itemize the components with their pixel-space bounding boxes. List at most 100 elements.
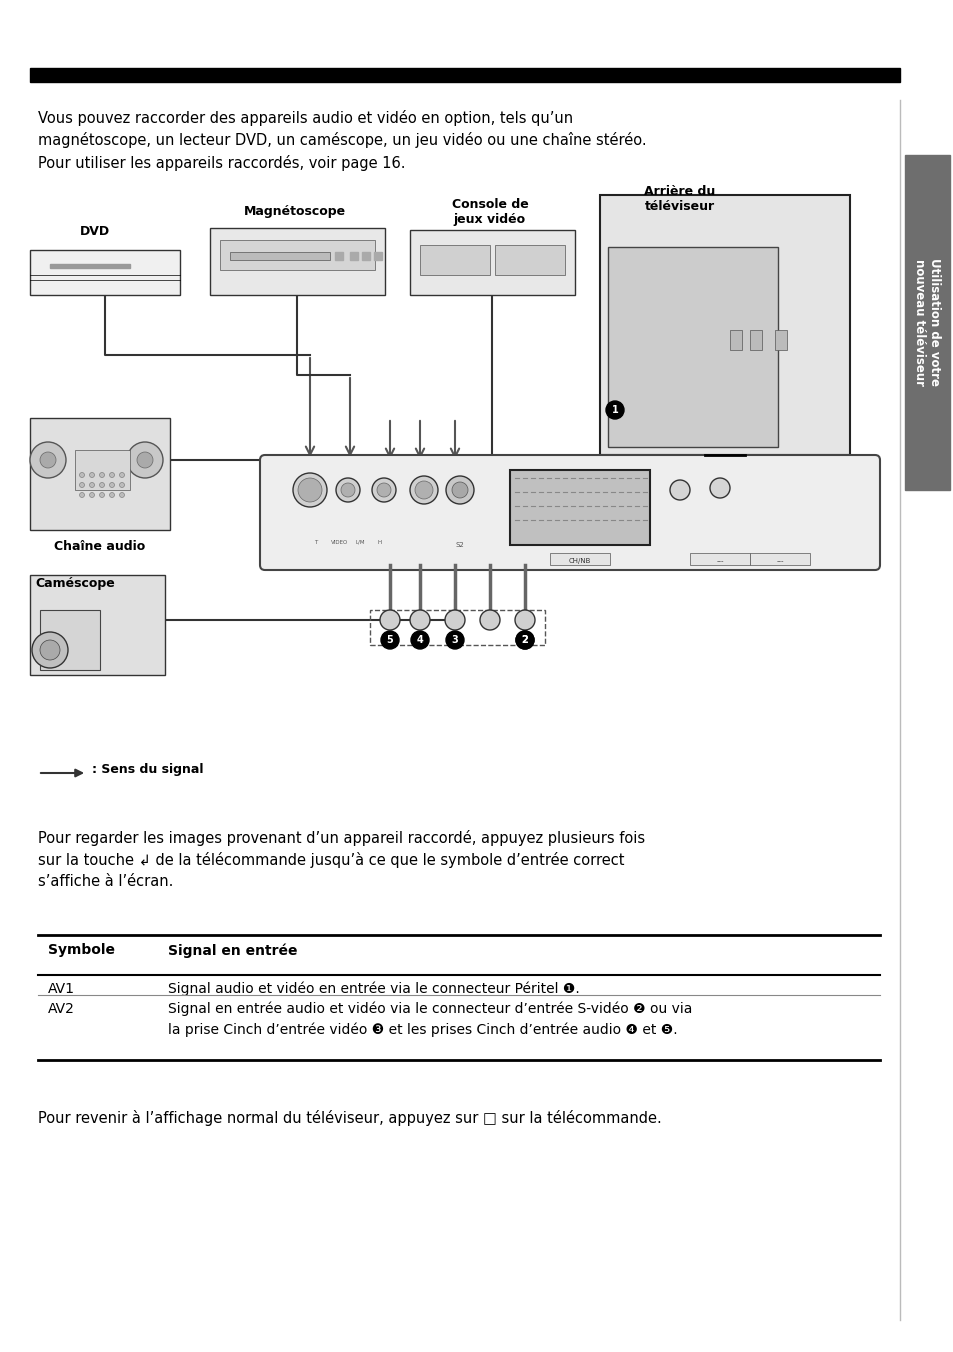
Text: Chaîne audio: Chaîne audio xyxy=(54,539,146,553)
Circle shape xyxy=(32,631,68,668)
Circle shape xyxy=(340,483,355,498)
Text: : Sens du signal: : Sens du signal xyxy=(91,764,203,776)
Bar xyxy=(607,247,778,448)
Bar xyxy=(361,251,370,260)
Circle shape xyxy=(380,631,398,649)
Bar xyxy=(410,230,575,295)
Circle shape xyxy=(379,610,399,630)
Bar xyxy=(30,575,165,675)
Circle shape xyxy=(127,442,163,479)
Text: S2: S2 xyxy=(456,542,464,548)
Circle shape xyxy=(410,610,430,630)
Circle shape xyxy=(119,483,125,488)
Bar xyxy=(904,155,949,489)
Circle shape xyxy=(99,472,105,477)
Circle shape xyxy=(444,610,464,630)
Bar xyxy=(774,330,786,350)
Text: Signal en entrée: Signal en entrée xyxy=(168,942,297,957)
Text: VIDEO: VIDEO xyxy=(331,539,348,545)
Text: DVD: DVD xyxy=(80,224,110,238)
Circle shape xyxy=(40,639,60,660)
Text: Magnétoscope: Magnétoscope xyxy=(244,206,346,218)
Text: Vous pouvez raccorder des appareils audio et vidéo en option, tels qu’un
magnéto: Vous pouvez raccorder des appareils audi… xyxy=(38,110,646,170)
Text: ---: --- xyxy=(776,558,783,564)
Bar xyxy=(50,264,130,268)
Circle shape xyxy=(119,472,125,477)
Bar xyxy=(374,251,381,260)
Circle shape xyxy=(40,452,56,468)
Bar xyxy=(30,250,180,295)
Circle shape xyxy=(30,442,66,479)
Circle shape xyxy=(90,483,94,488)
Circle shape xyxy=(372,479,395,502)
Text: 4: 4 xyxy=(416,635,423,645)
Text: H: H xyxy=(377,539,381,545)
Bar xyxy=(210,228,385,295)
Text: AV1: AV1 xyxy=(48,982,75,996)
Circle shape xyxy=(452,483,468,498)
Circle shape xyxy=(335,479,359,502)
Circle shape xyxy=(516,631,534,649)
Text: 1: 1 xyxy=(611,406,618,415)
Circle shape xyxy=(90,472,94,477)
Text: T: T xyxy=(314,539,317,545)
FancyBboxPatch shape xyxy=(260,456,879,571)
Text: Console de
jeux vidéo: Console de jeux vidéo xyxy=(451,197,528,226)
Bar xyxy=(599,195,849,456)
Circle shape xyxy=(79,483,85,488)
Bar xyxy=(729,330,741,350)
Circle shape xyxy=(415,481,433,499)
Text: 2: 2 xyxy=(521,635,528,645)
Circle shape xyxy=(516,631,534,649)
Circle shape xyxy=(669,480,689,500)
Circle shape xyxy=(99,492,105,498)
Bar xyxy=(230,251,330,260)
Text: CH/NB: CH/NB xyxy=(568,558,591,564)
Circle shape xyxy=(90,492,94,498)
Circle shape xyxy=(410,476,437,504)
Circle shape xyxy=(110,472,114,477)
Bar xyxy=(335,251,343,260)
Bar xyxy=(265,460,874,565)
Bar xyxy=(370,610,544,645)
Text: 3: 3 xyxy=(451,635,457,645)
Bar xyxy=(40,610,100,671)
Text: L/M: L/M xyxy=(355,539,364,545)
Text: 5: 5 xyxy=(386,635,393,645)
Bar xyxy=(689,553,749,565)
Text: Pour regarder les images provenant d’un appareil raccordé, appuyez plusieurs foi: Pour regarder les images provenant d’un … xyxy=(38,830,644,890)
Circle shape xyxy=(79,472,85,477)
Circle shape xyxy=(99,483,105,488)
Bar xyxy=(495,245,564,274)
Circle shape xyxy=(293,473,327,507)
Text: Caméscope: Caméscope xyxy=(35,577,114,589)
Circle shape xyxy=(709,479,729,498)
Circle shape xyxy=(137,452,152,468)
Bar xyxy=(510,470,649,545)
Bar xyxy=(749,330,761,350)
Bar xyxy=(550,553,609,565)
Text: Utilisation de votre
nouveau téléviseur: Utilisation de votre nouveau téléviseur xyxy=(913,258,941,387)
Bar xyxy=(749,553,809,565)
Circle shape xyxy=(119,492,125,498)
Bar xyxy=(350,251,357,260)
Text: Arrière du
téléviseur: Arrière du téléviseur xyxy=(643,185,715,214)
Circle shape xyxy=(110,483,114,488)
Text: Symbole: Symbole xyxy=(48,942,115,957)
Circle shape xyxy=(605,402,623,419)
Text: AV2: AV2 xyxy=(48,1002,74,1015)
Bar xyxy=(419,245,490,274)
Circle shape xyxy=(110,492,114,498)
Text: Pour revenir à l’affichage normal du téléviseur, appuyez sur □ sur la télécomman: Pour revenir à l’affichage normal du tél… xyxy=(38,1110,661,1126)
Circle shape xyxy=(297,479,322,502)
Text: Signal audio et vidéo en entrée via le connecteur Péritel ❶.: Signal audio et vidéo en entrée via le c… xyxy=(168,982,579,996)
Bar xyxy=(75,450,130,489)
Circle shape xyxy=(515,610,535,630)
Circle shape xyxy=(79,492,85,498)
Circle shape xyxy=(411,631,429,649)
Text: Signal en entrée audio et vidéo via le connecteur d’entrée S-vidéo ❷ ou via
la p: Signal en entrée audio et vidéo via le c… xyxy=(168,1002,692,1037)
Bar xyxy=(220,241,375,270)
Text: 2: 2 xyxy=(521,635,528,645)
Circle shape xyxy=(376,483,391,498)
Text: ---: --- xyxy=(716,558,723,564)
